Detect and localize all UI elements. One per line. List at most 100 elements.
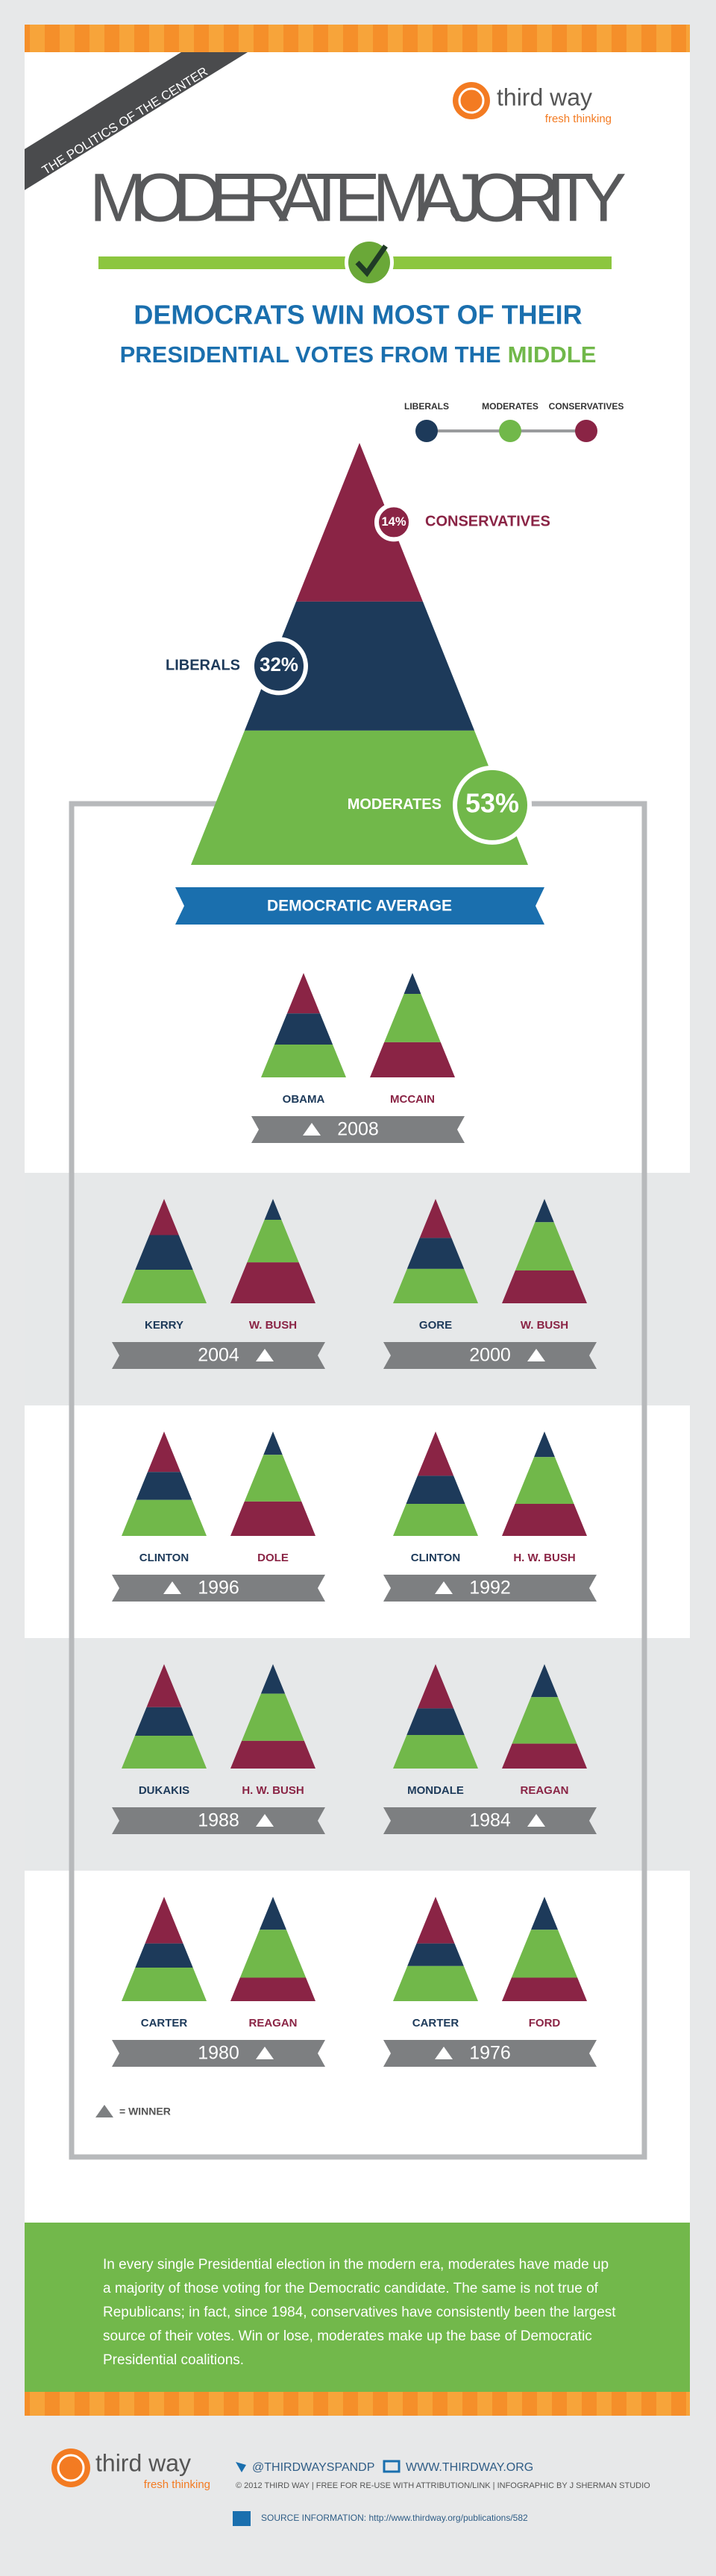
winner-marker (435, 2047, 453, 2059)
candidate-name: KERRY (145, 1319, 183, 1332)
value-circle (453, 765, 532, 845)
legend-label: LIBERALS (404, 401, 449, 412)
summary-panel (25, 2223, 690, 2392)
logo-ring (458, 87, 485, 114)
year: 2004 (198, 1345, 239, 1366)
year-bar (112, 1342, 325, 1369)
bottom-stripe (25, 2392, 690, 2416)
source-icon (233, 2511, 251, 2526)
pyramid-segment (230, 1740, 315, 1769)
pyramid-segment (530, 1897, 559, 1930)
value-label: 53% (465, 787, 519, 818)
candidate-name: CARTER (141, 2017, 188, 2029)
badge (25, 52, 248, 190)
pyramid-segment (502, 1743, 587, 1769)
row-band (25, 1173, 690, 1405)
year-bar (383, 2040, 597, 2067)
segment-label: CONSERVATIVES (425, 514, 550, 530)
value-circle (250, 637, 308, 696)
pyramid-segment (417, 1432, 454, 1476)
pyramid-segment (242, 1693, 304, 1741)
subtitle: PRESIDENTIAL VOTES FROM THE (120, 341, 501, 368)
credits: © 2012 THIRD WAY | FREE FOR RE-USE WITH … (236, 2481, 650, 2490)
subtitle: DEMOCRATS WIN MOST OF THEIR (134, 300, 582, 330)
ribbon (175, 887, 544, 925)
twitter[interactable]: @THIRDWAYSPANDP (252, 2461, 374, 2474)
value-circle (374, 503, 413, 542)
pyramid-segment (511, 1930, 578, 1978)
pyramid-segment (502, 1270, 587, 1303)
check-mark (355, 245, 388, 277)
year-bar (383, 1807, 597, 1834)
value-label: 32% (260, 655, 298, 676)
logo-icon (453, 82, 490, 119)
pyramid-segment (191, 730, 528, 865)
candidate-name: DOLE (257, 1552, 289, 1564)
year: 1988 (198, 1810, 239, 1831)
legend-label: MODERATES (482, 401, 538, 412)
pyramid-segment (407, 1943, 464, 1966)
year: 1976 (469, 2043, 511, 2064)
pyramid-segment (122, 1499, 207, 1536)
segment-label: LIBERALS (166, 658, 240, 674)
pyramid-segment (145, 1897, 183, 1944)
candidate-name: REAGAN (248, 2017, 297, 2029)
candidate-name: DUKAKIS (139, 1784, 189, 1797)
source[interactable]: SOURCE INFORMATION: http://www.thirdway.… (261, 2513, 528, 2523)
twitter-icon (236, 2462, 246, 2472)
year: 1984 (469, 1810, 511, 1831)
row-band (25, 1638, 690, 1871)
pyramid-segment (406, 1238, 465, 1269)
legend-label: CONSERVATIVES (549, 401, 624, 412)
pyramid-segment (274, 1013, 333, 1045)
winner-marker (527, 1814, 545, 1827)
legend-dot (415, 420, 438, 442)
candidate-name: MONDALE (407, 1784, 464, 1797)
legend-dot (499, 420, 521, 442)
pyramid-segment (535, 1199, 554, 1223)
winner-marker (527, 1349, 545, 1361)
website[interactable]: WWW.THIRDWAY.ORG (406, 2461, 533, 2474)
pyramid-segment (406, 1708, 465, 1735)
pyramid-segment (530, 1664, 559, 1698)
pyramid-segment (502, 1977, 587, 2001)
web-icon (383, 2460, 401, 2473)
pyramid-segment (384, 994, 441, 1042)
subtitle-highlight: MIDDLE (508, 341, 597, 368)
candidate-name: REAGAN (520, 1784, 568, 1797)
candidate-name: W. BUSH (521, 1319, 568, 1332)
pyramid-segment (247, 1220, 299, 1263)
candidate-name: W. BUSH (249, 1319, 297, 1332)
logo: third way (95, 2449, 191, 2476)
pyramid-segment (515, 1457, 574, 1504)
pyramid-segment (393, 1734, 478, 1769)
candidate-name: CLINTON (139, 1552, 189, 1564)
pyramid-segment (135, 1235, 193, 1270)
pyramid-segment (416, 1897, 455, 1944)
winner-marker (163, 1581, 181, 1594)
pyramid-segment (122, 1735, 207, 1769)
pyramid-segment (135, 1943, 193, 1968)
pyramid-segment (286, 973, 321, 1014)
pyramid-segment (406, 1476, 465, 1504)
pyramid-segment (393, 1965, 478, 2001)
summary: In every single Presidential election in… (103, 2257, 616, 2368)
pyramid-segment (259, 1897, 287, 1930)
candidate-name: H. W. BUSH (242, 1784, 304, 1797)
candidate-name: FORD (529, 2017, 561, 2029)
candidate-name: GORE (419, 1319, 452, 1332)
year-bar (383, 1342, 597, 1369)
logo: third way (497, 84, 592, 110)
winner-marker (256, 2047, 274, 2059)
pyramid-segment (239, 1930, 307, 1978)
pyramid-segment (147, 1432, 181, 1473)
pyramid-segment (419, 1199, 452, 1238)
candidate-name: CARTER (412, 2017, 459, 2029)
year-bar (112, 2040, 325, 2067)
candidate-name: CLINTON (411, 1552, 460, 1564)
pyramid-segment (149, 1199, 179, 1235)
title: MODERATE MAJORITY (90, 160, 626, 236)
pyramid-segment (263, 1432, 283, 1455)
tagline: fresh thinking (545, 113, 612, 125)
